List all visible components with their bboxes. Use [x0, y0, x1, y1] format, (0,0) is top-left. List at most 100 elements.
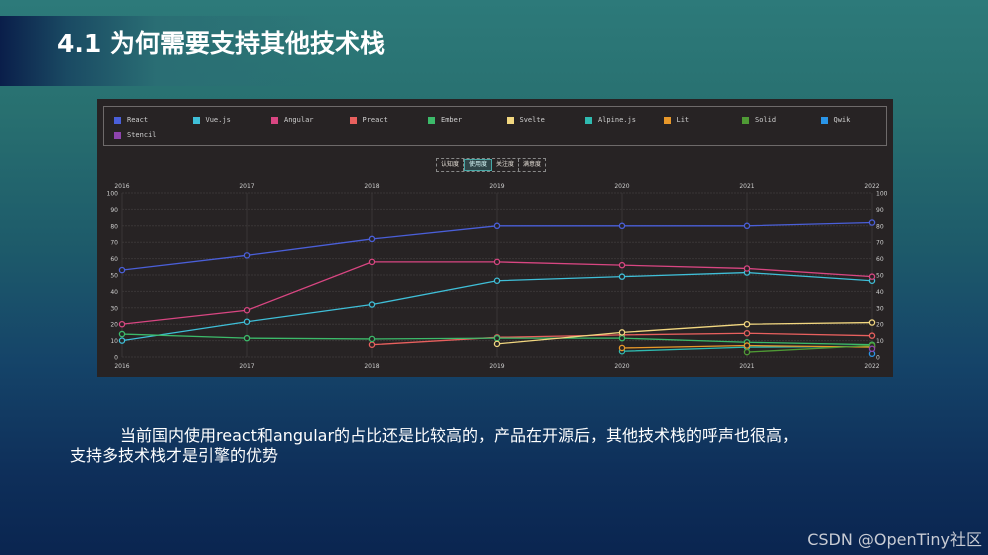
data-point[interactable]	[368, 341, 376, 348]
legend-item[interactable]: Lit	[663, 116, 690, 124]
legend-swatch	[663, 116, 671, 124]
data-point[interactable]	[618, 273, 626, 280]
y-tick-left: 60	[110, 256, 118, 263]
legend-label: Vue.js	[205, 116, 231, 124]
legend-swatch	[506, 116, 514, 124]
legend-item[interactable]: Vue.js	[192, 116, 231, 124]
data-point[interactable]	[868, 332, 876, 339]
y-tick-right: 90	[876, 207, 884, 214]
legend-swatch	[192, 116, 200, 124]
y-tick-right: 40	[876, 289, 884, 296]
legend-label: Alpine.js	[598, 116, 636, 124]
legend-label: React	[127, 116, 149, 124]
tab-使用度[interactable]: 使用度	[464, 159, 493, 171]
data-point[interactable]	[368, 335, 376, 343]
series-line	[496, 321, 873, 345]
data-point[interactable]	[868, 273, 876, 280]
metric-tabs: 认知度 使用度 关注度 满意度	[436, 158, 547, 172]
x-tick-top: 2019	[489, 183, 504, 190]
x-tick-bottom: 2022	[864, 363, 879, 370]
legend-item[interactable]: Stencil	[114, 131, 157, 139]
data-point[interactable]	[618, 344, 626, 352]
y-tick-right: 30	[876, 305, 884, 312]
data-point[interactable]	[118, 330, 126, 338]
x-tick-top: 2021	[739, 183, 754, 190]
legend-item[interactable]: Ember	[428, 116, 462, 124]
data-point[interactable]	[743, 342, 751, 349]
legend-label: Solid	[755, 116, 777, 124]
legend-item[interactable]: Angular	[271, 116, 314, 124]
data-point[interactable]	[868, 219, 876, 226]
x-tick-bottom: 2016	[114, 363, 129, 370]
data-point[interactable]	[493, 258, 501, 266]
data-point[interactable]	[118, 337, 126, 344]
legend-item[interactable]: Solid	[742, 116, 776, 124]
legend-label: Qwik	[833, 116, 851, 124]
data-point[interactable]	[243, 334, 251, 342]
y-tick-left: 20	[110, 322, 118, 329]
y-tick-right: 10	[876, 338, 884, 345]
data-point[interactable]	[368, 301, 376, 308]
data-point[interactable]	[118, 320, 126, 328]
data-point[interactable]	[493, 222, 501, 230]
y-tick-right: 50	[876, 273, 884, 280]
y-tick-left: 80	[110, 223, 118, 230]
legend-label: Svelte	[519, 116, 545, 124]
x-tick-top: 2018	[364, 183, 379, 190]
data-point[interactable]	[493, 340, 501, 348]
data-point[interactable]	[368, 235, 376, 243]
x-tick-bottom: 2017	[239, 363, 254, 370]
y-tick-right: 0	[876, 355, 880, 362]
legend-item[interactable]: Svelte	[506, 116, 545, 124]
data-point[interactable]	[618, 329, 626, 336]
y-tick-left: 40	[110, 289, 118, 296]
y-tick-left: 0	[114, 355, 118, 362]
data-point[interactable]	[118, 266, 126, 274]
data-point[interactable]	[243, 252, 251, 259]
legend-swatch	[820, 116, 828, 124]
x-tick-top: 2020	[614, 183, 629, 190]
data-point[interactable]	[618, 261, 626, 269]
data-point[interactable]	[493, 277, 501, 284]
legend-label: Stencil	[127, 131, 157, 139]
legend-item[interactable]: Preact	[349, 116, 388, 124]
data-point[interactable]	[743, 320, 751, 328]
tab-关注度[interactable]: 关注度	[492, 159, 520, 171]
y-tick-left: 90	[110, 207, 118, 214]
data-point[interactable]	[243, 307, 251, 314]
y-tick-right: 60	[876, 256, 884, 263]
data-point[interactable]	[618, 222, 626, 230]
legend-swatch	[585, 116, 592, 124]
legend-label: Lit	[676, 116, 690, 124]
data-point[interactable]	[743, 265, 751, 272]
y-tick-left: 10	[110, 338, 118, 345]
data-point[interactable]	[868, 345, 876, 353]
x-tick-bottom: 2018	[364, 363, 379, 370]
data-point[interactable]	[868, 319, 876, 326]
data-point[interactable]	[243, 318, 251, 325]
tab-满意度[interactable]: 满意度	[523, 161, 542, 168]
data-point[interactable]	[743, 329, 751, 337]
data-point[interactable]	[368, 258, 376, 266]
tab-认知度[interactable]: 认知度	[437, 159, 465, 171]
data-point[interactable]	[618, 334, 626, 342]
legend-item[interactable]: Alpine.js	[585, 116, 636, 124]
x-tick-bottom: 2019	[489, 363, 504, 370]
y-tick-left: 30	[110, 305, 118, 312]
y-tick-right: 70	[876, 240, 884, 247]
legend-item[interactable]: Qwik	[820, 116, 851, 124]
series-line	[746, 344, 873, 353]
slide-title: 4.1 为何需要支持其他技术栈	[57, 29, 385, 58]
title-band	[0, 16, 560, 86]
chart-legend: React Vue.js Angular Preact Ember Svelte Alpin…	[103, 106, 887, 146]
data-point[interactable]	[493, 334, 501, 342]
legend-swatch	[742, 116, 749, 124]
x-tick-bottom: 2021	[739, 363, 754, 370]
legend-swatch	[114, 131, 121, 139]
y-tick-right: 80	[876, 223, 884, 230]
y-tick-right: 20	[876, 322, 884, 329]
data-point[interactable]	[743, 222, 751, 230]
legend-item[interactable]: React	[114, 116, 148, 124]
data-point[interactable]	[743, 348, 751, 356]
